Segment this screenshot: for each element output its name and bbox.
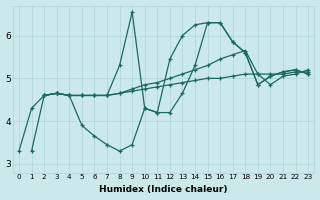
X-axis label: Humidex (Indice chaleur): Humidex (Indice chaleur): [99, 185, 228, 194]
